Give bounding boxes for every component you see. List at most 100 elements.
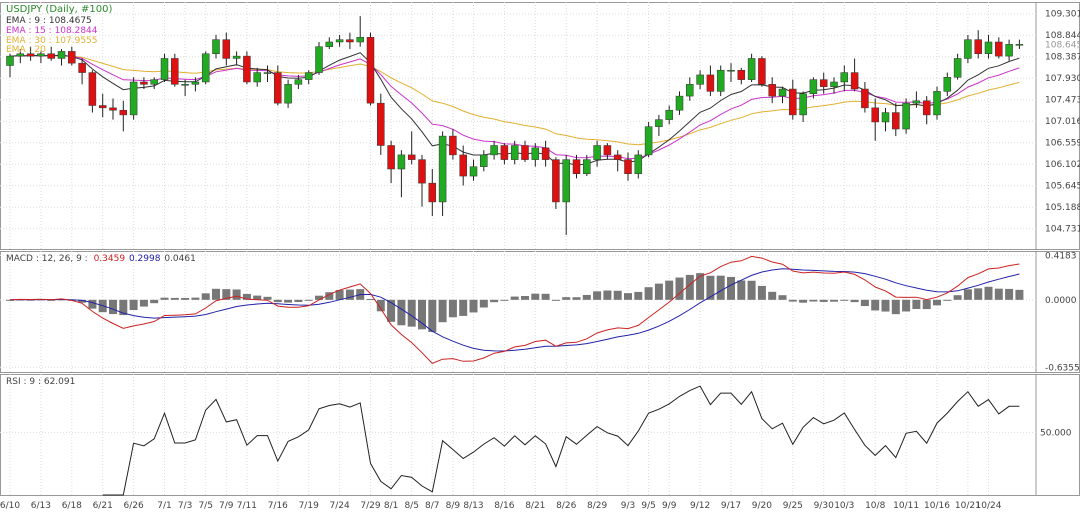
candle-body[interactable]	[57, 51, 66, 59]
candle-body[interactable]	[490, 145, 498, 156]
candle-body[interactable]	[634, 154, 643, 174]
candle-body[interactable]	[335, 39, 344, 43]
candle-body[interactable]	[68, 51, 76, 64]
candle-body[interactable]	[552, 159, 560, 203]
candle-body[interactable]	[274, 72, 282, 104]
candle-body[interactable]	[449, 135, 457, 156]
candle-body[interactable]	[778, 88, 787, 97]
candle-body[interactable]	[181, 84, 189, 86]
candle-body[interactable]	[892, 112, 900, 130]
candle-body[interactable]	[212, 39, 220, 55]
candle-body[interactable]	[521, 145, 529, 160]
candle-body[interactable]	[480, 154, 488, 167]
candle-body[interactable]	[758, 58, 766, 85]
candle-body[interactable]	[583, 159, 591, 174]
candle-body[interactable]	[366, 37, 375, 104]
candle-body[interactable]	[469, 166, 478, 177]
candle-body[interactable]	[953, 58, 962, 78]
candle-body[interactable]	[16, 53, 25, 57]
candle-body[interactable]	[201, 53, 210, 83]
candle-body[interactable]	[6, 55, 14, 66]
candle-body[interactable]	[912, 100, 921, 104]
candle-body[interactable]	[613, 154, 622, 160]
candle-body[interactable]	[1005, 44, 1013, 57]
candle-body[interactable]	[995, 41, 1003, 57]
candle-body[interactable]	[603, 145, 612, 156]
price-panel[interactable]	[6, 16, 1024, 235]
candle-body[interactable]	[624, 159, 632, 174]
candle-body[interactable]	[510, 145, 519, 160]
candle-body[interactable]	[346, 39, 354, 43]
candle-body[interactable]	[387, 145, 395, 170]
candle-body[interactable]	[119, 109, 128, 116]
candle-body[interactable]	[789, 88, 797, 116]
candle-body[interactable]	[840, 72, 849, 83]
candle-body[interactable]	[819, 79, 828, 87]
candle-body[interactable]	[737, 69, 746, 80]
candle-body[interactable]	[686, 84, 694, 97]
candle-body[interactable]	[675, 95, 684, 111]
candle-body[interactable]	[78, 62, 86, 73]
candle-body[interactable]	[428, 182, 437, 203]
candle-body[interactable]	[191, 81, 200, 85]
candle-body[interactable]	[727, 69, 735, 72]
candle-body[interactable]	[531, 147, 540, 160]
candle-body[interactable]	[222, 39, 231, 59]
candle-body[interactable]	[943, 77, 952, 92]
candle-body[interactable]	[243, 55, 251, 83]
candle-body[interactable]	[933, 91, 941, 116]
candle-body[interactable]	[665, 109, 673, 120]
candle-body[interactable]	[861, 88, 869, 109]
candle-body[interactable]	[253, 72, 261, 83]
macd-panel[interactable]	[6, 255, 1024, 364]
candle-body[interactable]	[747, 58, 756, 80]
candle-body[interactable]	[696, 74, 704, 85]
candle-body[interactable]	[706, 74, 715, 92]
candle-body[interactable]	[109, 107, 117, 111]
candle-body[interactable]	[593, 145, 601, 160]
candle-body[interactable]	[974, 39, 982, 55]
candle-body[interactable]	[562, 159, 570, 203]
candle-body[interactable]	[768, 84, 776, 97]
rsi-panel[interactable]	[102, 385, 1020, 496]
candle-body[interactable]	[304, 72, 313, 80]
candle-body[interactable]	[881, 112, 890, 123]
candle-body[interactable]	[1015, 44, 1024, 46]
candle-body[interactable]	[160, 58, 169, 80]
candle-body[interactable]	[171, 58, 179, 85]
candle-body[interactable]	[232, 55, 241, 59]
candle-body[interactable]	[830, 81, 838, 87]
candle-body[interactable]	[294, 79, 303, 85]
candle-body[interactable]	[572, 159, 581, 174]
candle-body[interactable]	[37, 53, 45, 57]
candle-body[interactable]	[325, 41, 334, 47]
candle-body[interactable]	[129, 81, 138, 116]
candle-body[interactable]	[438, 135, 447, 203]
candle-body[interactable]	[716, 69, 725, 92]
candle-body[interactable]	[922, 100, 931, 116]
candle-body[interactable]	[263, 72, 272, 74]
candle-body[interactable]	[98, 105, 107, 109]
candle-body[interactable]	[984, 41, 993, 55]
candle-body[interactable]	[902, 102, 910, 130]
candle-body[interactable]	[459, 154, 467, 177]
candle-body[interactable]	[284, 84, 292, 104]
candle-body[interactable]	[88, 72, 97, 106]
candle-body[interactable]	[407, 154, 416, 160]
candle-body[interactable]	[140, 81, 148, 85]
candle-body[interactable]	[500, 145, 509, 160]
candle-body[interactable]	[315, 46, 323, 73]
candle-body[interactable]	[655, 119, 663, 127]
candle-body[interactable]	[26, 53, 35, 57]
candle-body[interactable]	[964, 39, 972, 59]
candle-body[interactable]	[397, 154, 406, 170]
candle-body[interactable]	[871, 107, 879, 123]
candle-body[interactable]	[809, 79, 818, 94]
candle-body[interactable]	[47, 53, 55, 59]
candle-body[interactable]	[850, 72, 859, 90]
candle-body[interactable]	[356, 37, 364, 43]
candle-body[interactable]	[150, 79, 158, 85]
candle-body[interactable]	[644, 126, 653, 156]
